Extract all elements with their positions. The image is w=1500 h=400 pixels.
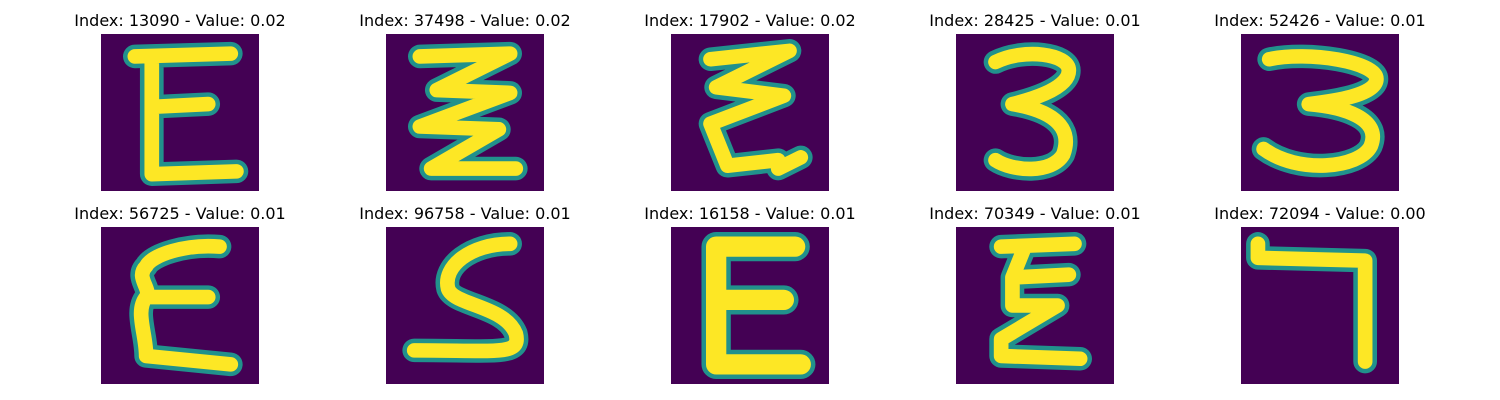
image-cell: Index: 72094 - Value: 0.00 <box>1190 204 1450 394</box>
digit-image <box>956 34 1114 191</box>
digit-image <box>386 227 544 384</box>
image-cell: Index: 16158 - Value: 0.01 <box>620 204 880 394</box>
image-cell: Index: 96758 - Value: 0.01 <box>335 204 595 394</box>
image-title: Index: 17902 - Value: 0.02 <box>644 11 856 30</box>
digit-image <box>671 34 829 191</box>
digit-image <box>1241 227 1399 384</box>
image-cell: Index: 17902 - Value: 0.02 <box>620 11 880 201</box>
image-title: Index: 28425 - Value: 0.01 <box>929 11 1141 30</box>
image-cell: Index: 13090 - Value: 0.02 <box>50 11 310 201</box>
image-cell: Index: 70349 - Value: 0.01 <box>905 204 1165 394</box>
image-title: Index: 70349 - Value: 0.01 <box>929 204 1141 223</box>
image-title: Index: 96758 - Value: 0.01 <box>359 204 571 223</box>
digit-image <box>101 34 259 191</box>
image-cell: Index: 37498 - Value: 0.02 <box>335 11 595 201</box>
digit-image <box>956 227 1114 384</box>
image-title: Index: 56725 - Value: 0.01 <box>74 204 286 223</box>
image-cell: Index: 28425 - Value: 0.01 <box>905 11 1165 201</box>
image-cell: Index: 56725 - Value: 0.01 <box>50 204 310 394</box>
image-cell: Index: 52426 - Value: 0.01 <box>1190 11 1450 201</box>
digit-image <box>386 34 544 191</box>
digit-image <box>101 227 259 384</box>
image-title: Index: 52426 - Value: 0.01 <box>1214 11 1426 30</box>
image-title: Index: 16158 - Value: 0.01 <box>644 204 856 223</box>
image-title: Index: 13090 - Value: 0.02 <box>74 11 286 30</box>
digit-image <box>1241 34 1399 191</box>
image-title: Index: 72094 - Value: 0.00 <box>1214 204 1426 223</box>
image-title: Index: 37498 - Value: 0.02 <box>359 11 571 30</box>
digit-image <box>671 227 829 384</box>
